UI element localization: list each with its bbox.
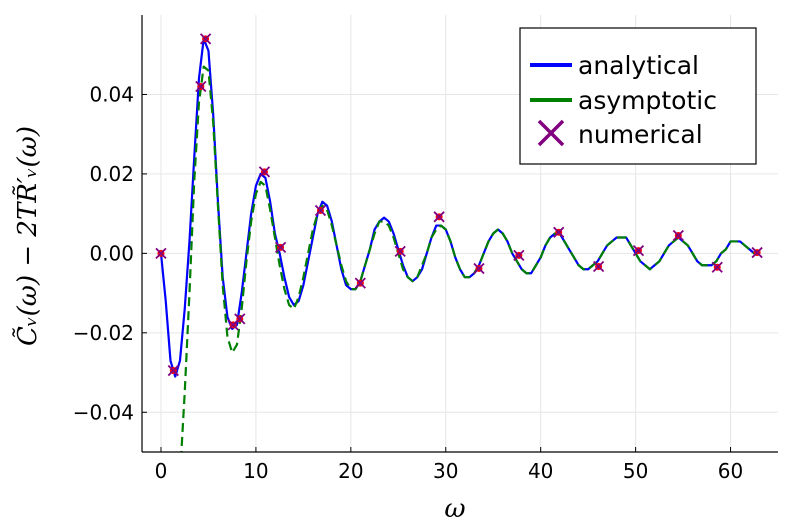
numerical-point [195,80,207,93]
legend: analytical asymptotic numerical [519,27,757,165]
legend-label-analytical: analytical [578,51,699,80]
y-tick-label: −0.04 [73,400,134,424]
numerical-point [234,313,246,325]
numerical-point [258,166,271,178]
x-tick-label: 0 [155,459,168,483]
numerical-point [155,247,167,260]
x-axis-label: ω [444,494,465,524]
numerical-point [394,245,406,258]
x-tick-label: 10 [243,459,268,483]
numerical-point [592,260,605,273]
y-tick-label: 0.04 [89,82,134,106]
numerical-point [354,277,366,289]
numerical-point [473,262,485,275]
numerical-point [314,204,327,217]
numerical-point [751,246,763,259]
y-axis-label: C̃ᵥ(ω) − 2TR̃′ᵥ(ω) [12,126,43,346]
numerical-point [711,261,723,273]
numerical-point [553,226,565,238]
numerical-point [167,364,179,377]
numerical-point [513,249,525,261]
numerical-point [632,244,645,257]
ticks: 0 10 20 30 40 50 60 −0.04 −0.02 0.00 0.02 0.04 [73,82,744,483]
x-tick-label: 40 [528,459,553,483]
x-tick-label: 30 [433,459,458,483]
series-layer [159,37,759,452]
asymptotic-line [180,65,759,452]
y-tick-label: −0.02 [73,321,134,345]
markers-layer [155,33,763,377]
x-tick-label: 50 [623,459,648,483]
legend-label-numerical: numerical [578,120,703,149]
x-tick-label: 20 [338,459,363,483]
y-tick-label: 0.00 [89,241,134,265]
y-tick-label: 0.02 [89,162,134,186]
axes [141,15,778,453]
numerical-point [199,33,212,45]
legend-label-asymptotic: asymptotic [578,86,717,115]
x-tick-label: 60 [718,459,743,483]
numerical-point [433,211,445,223]
numerical-point [672,229,684,242]
numerical-point [274,241,287,254]
legend-marker-numerical [537,119,565,147]
